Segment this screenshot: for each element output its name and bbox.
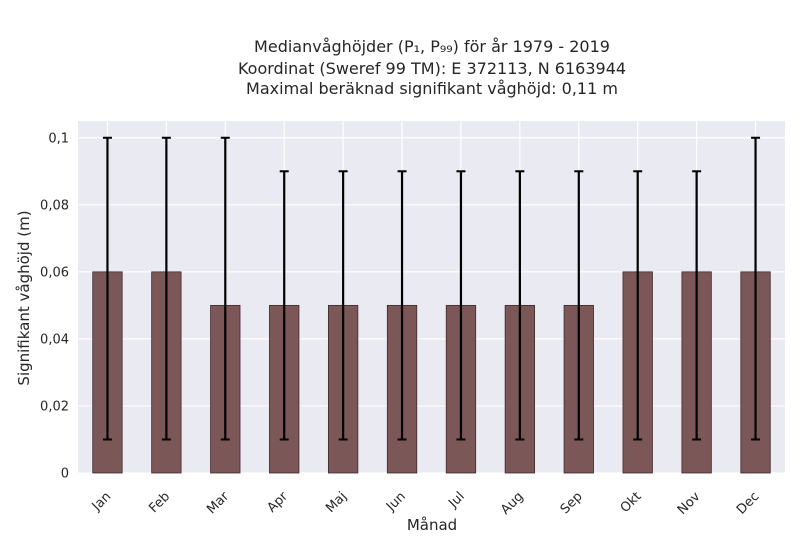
x-tick-label: Okt	[618, 489, 645, 516]
y-tick-label: 0,08	[40, 198, 69, 213]
y-tick-label: 0	[61, 467, 69, 482]
error-bars	[102, 136, 761, 441]
x-axis-ticks: Jan Feb Mar Apr Maj Jun Jul Aug Sep Okt Nov Dec	[89, 489, 763, 518]
x-tick-label: Jun	[383, 489, 409, 515]
x-axis-label: Månad	[407, 516, 457, 534]
title-line-3: Maximal beräknad signifikant våghöjd: 0,…	[246, 79, 618, 98]
x-tick-label: Jan	[89, 489, 114, 514]
x-tick-label: Feb	[146, 489, 173, 516]
x-tick-label: Maj	[323, 489, 350, 516]
plot-area	[78, 121, 785, 473]
y-axis-label: Signifikant våghöjd (m)	[15, 210, 33, 385]
x-tick-label: Nov	[675, 489, 704, 518]
title-line-1: Medianvåghöjder (P₁, P₉₉) för år 1979 - …	[254, 37, 610, 56]
chart-title: Medianvåghöjder (P₁, P₉₉) för år 1979 - …	[238, 37, 626, 98]
y-tick-label: 0,02	[40, 399, 69, 414]
x-tick-label: Jul	[445, 489, 467, 511]
title-line-2: Koordinat (Sweref 99 TM): E 372113, N 61…	[238, 59, 626, 78]
y-tick-label: 0,06	[40, 265, 69, 280]
x-tick-label: Apr	[265, 489, 292, 516]
x-tick-label: Dec	[734, 489, 762, 517]
x-tick-label: Aug	[498, 489, 527, 518]
y-axis-ticks: 0 0,02 0,04 0,06 0,08 0,1	[40, 131, 69, 481]
y-tick-label: 0,04	[40, 332, 69, 347]
x-tick-label: Mar	[204, 489, 232, 517]
y-tick-label: 0,1	[48, 131, 69, 146]
x-tick-label: Sep	[558, 489, 586, 517]
